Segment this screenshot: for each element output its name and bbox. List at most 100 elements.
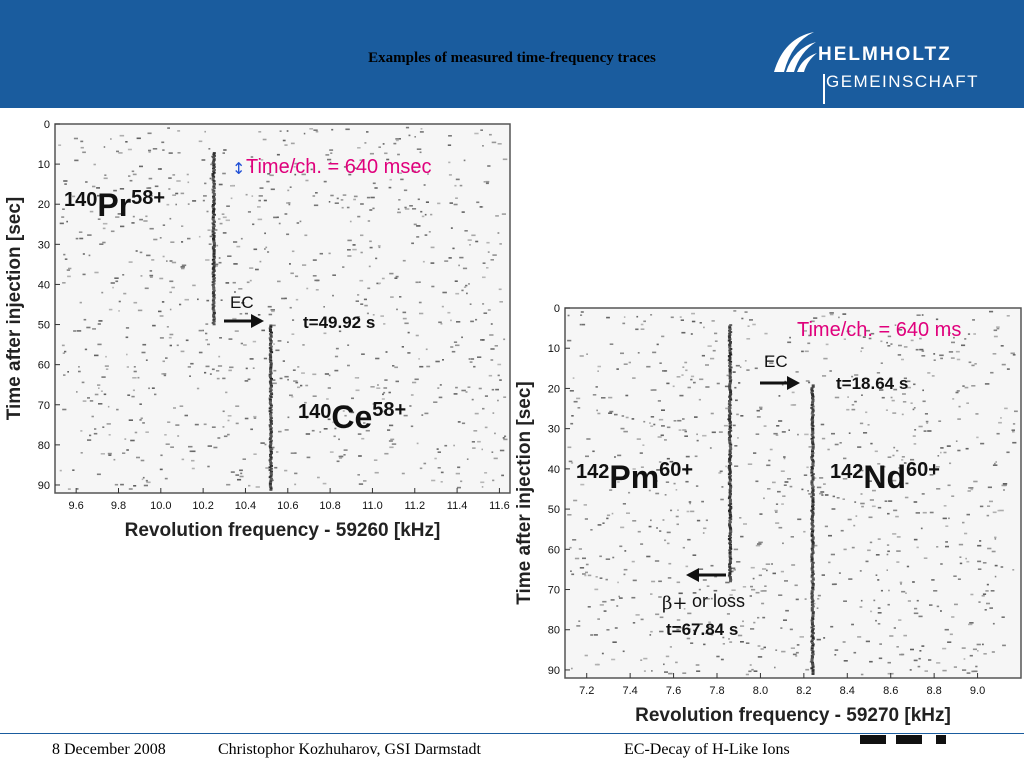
noise-dot <box>74 159 79 162</box>
noise-dot <box>986 602 990 605</box>
noise-dot <box>609 489 613 491</box>
noise-dot <box>180 192 185 195</box>
noise-dot <box>885 409 888 411</box>
trace-point <box>269 376 272 379</box>
noise-dot <box>940 447 944 449</box>
noise-dot <box>781 503 784 505</box>
noise-dot <box>898 619 902 621</box>
noise-dot <box>222 426 225 428</box>
trace-point <box>728 363 732 366</box>
noise-dot <box>367 220 371 222</box>
trace-point <box>270 377 273 380</box>
trace-point <box>728 553 732 556</box>
noise-dot <box>465 284 468 287</box>
noise-dot <box>169 344 172 347</box>
noise-dot <box>843 660 848 662</box>
noise-dot <box>682 418 685 420</box>
noise-dot <box>125 141 128 143</box>
trace-point <box>811 637 815 640</box>
noise-dot <box>456 486 461 489</box>
trace-point <box>211 272 215 275</box>
trace-point <box>810 495 814 498</box>
noise-dot <box>964 532 968 535</box>
noise-dot <box>733 310 737 312</box>
noise-dot <box>61 344 65 347</box>
noise-dot <box>132 389 135 392</box>
noise-dot <box>453 393 458 395</box>
noise-dot <box>685 455 690 458</box>
noise-dot <box>940 610 942 612</box>
noise-dot <box>858 334 862 337</box>
noise-dot <box>877 623 881 625</box>
noise-dot <box>401 346 404 348</box>
trace-point <box>810 658 814 661</box>
noise-dot <box>175 424 180 426</box>
noise-dot <box>114 277 119 279</box>
trace-point <box>727 438 731 441</box>
noise-dot <box>774 509 778 512</box>
noise-dot <box>277 280 281 283</box>
noise-dot <box>126 353 128 356</box>
noise-dot <box>126 449 129 451</box>
noise-dot <box>159 237 162 239</box>
trace-point <box>212 298 216 301</box>
trace-point <box>728 325 732 328</box>
noise-dot <box>828 534 832 537</box>
trace-point <box>728 554 732 557</box>
trace-point <box>728 407 732 410</box>
noise-dot <box>654 480 658 482</box>
x-tick-label: 11.4 <box>447 500 468 512</box>
trace-point <box>269 408 273 411</box>
noise-dot <box>169 280 174 283</box>
noise-dot <box>952 398 955 400</box>
noise-dot <box>119 134 125 137</box>
trace-point <box>729 443 733 446</box>
trace-point <box>728 352 732 355</box>
trace-point <box>811 504 815 507</box>
noise-dot <box>151 387 155 389</box>
noise-dot <box>116 150 119 153</box>
noise-dot <box>652 389 657 391</box>
noise-dot <box>929 474 934 476</box>
noise-dot <box>427 173 429 175</box>
noise-dot <box>78 370 81 373</box>
noise-dot <box>705 386 710 388</box>
noise-dot <box>115 216 120 218</box>
noise-dot <box>169 260 173 262</box>
trace-point <box>811 385 815 388</box>
y-axis-label: Time after injection [sec] <box>4 197 25 421</box>
trace-point <box>269 413 272 415</box>
noise-dot <box>677 419 682 422</box>
trace-point <box>212 243 216 246</box>
trace-point <box>810 660 814 663</box>
noise-dot <box>774 666 776 669</box>
noise-dot <box>476 201 480 204</box>
noise-dot <box>921 350 925 352</box>
noise-dot <box>132 173 137 176</box>
trace-point <box>728 426 732 429</box>
noise-dot <box>142 476 145 479</box>
noise-dot <box>478 387 482 390</box>
trace-point <box>211 173 215 176</box>
trace-point <box>728 346 732 349</box>
noise-dot <box>623 573 626 576</box>
noise-dot <box>209 177 212 180</box>
noise-dot <box>140 417 143 420</box>
noise-dot <box>611 658 616 661</box>
noise-dot <box>1012 569 1015 571</box>
noise-dot <box>831 432 835 435</box>
noise-dot <box>871 505 876 508</box>
trace-point <box>728 462 732 464</box>
noise-dot <box>249 267 254 269</box>
noise-dot <box>643 657 648 660</box>
noise-dot <box>755 591 760 594</box>
noise-dot <box>127 148 132 151</box>
noise-dot <box>485 182 489 185</box>
noise-dot <box>950 357 955 359</box>
noise-dot <box>456 321 461 323</box>
trace-point <box>810 647 814 650</box>
noise-dot <box>692 592 697 594</box>
noise-dot <box>78 366 80 368</box>
noise-dot <box>291 396 294 398</box>
trace-point <box>728 384 732 387</box>
